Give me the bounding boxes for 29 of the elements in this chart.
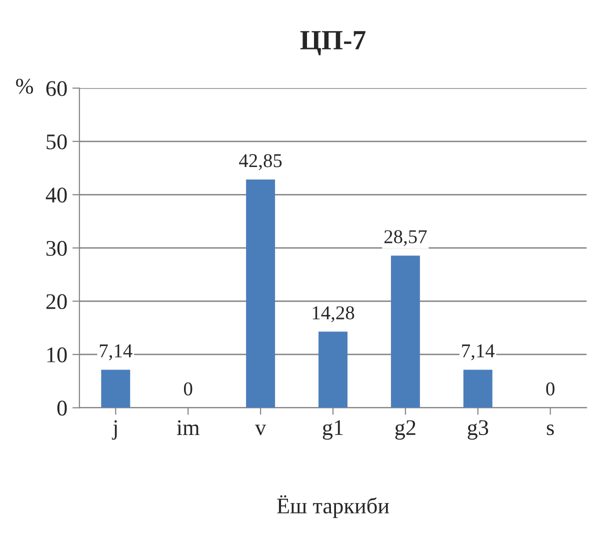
- data-label: 14,28: [312, 306, 354, 322]
- bar: [318, 332, 348, 408]
- y-tick-label: 30: [46, 240, 67, 256]
- y-tick-label: 10: [47, 347, 67, 362]
- x-tick-label: g1: [322, 420, 343, 440]
- data-label: 0: [184, 382, 192, 396]
- chart-title: ЦП-7: [300, 31, 366, 56]
- data-label: 7,14: [100, 344, 132, 360]
- y-tick-label: 40: [46, 188, 67, 203]
- y-axis-title: %: [16, 78, 34, 94]
- bar: [101, 370, 130, 408]
- y-tick-label: 50: [46, 134, 67, 150]
- x-tick-label: im: [176, 420, 200, 435]
- data-label: 42,85: [239, 154, 282, 170]
- y-tick-label: 60: [46, 81, 67, 96]
- x-tick-label: g2: [395, 420, 416, 440]
- bar: [390, 256, 420, 408]
- x-tick-label: s: [546, 424, 554, 436]
- y-tick-label: 0: [57, 400, 67, 416]
- data-label: 28,57: [384, 230, 427, 246]
- x-tick-label: v: [254, 424, 266, 436]
- data-label: 0: [546, 382, 554, 396]
- x-axis-title: Ёш таркиби: [277, 495, 390, 518]
- bar: [463, 370, 492, 408]
- bar: [246, 180, 276, 408]
- x-tick-label: j: [112, 420, 117, 440]
- y-tick-label: 20: [46, 294, 67, 310]
- data-label: 7,14: [462, 344, 495, 360]
- x-tick-label: g3: [468, 420, 488, 440]
